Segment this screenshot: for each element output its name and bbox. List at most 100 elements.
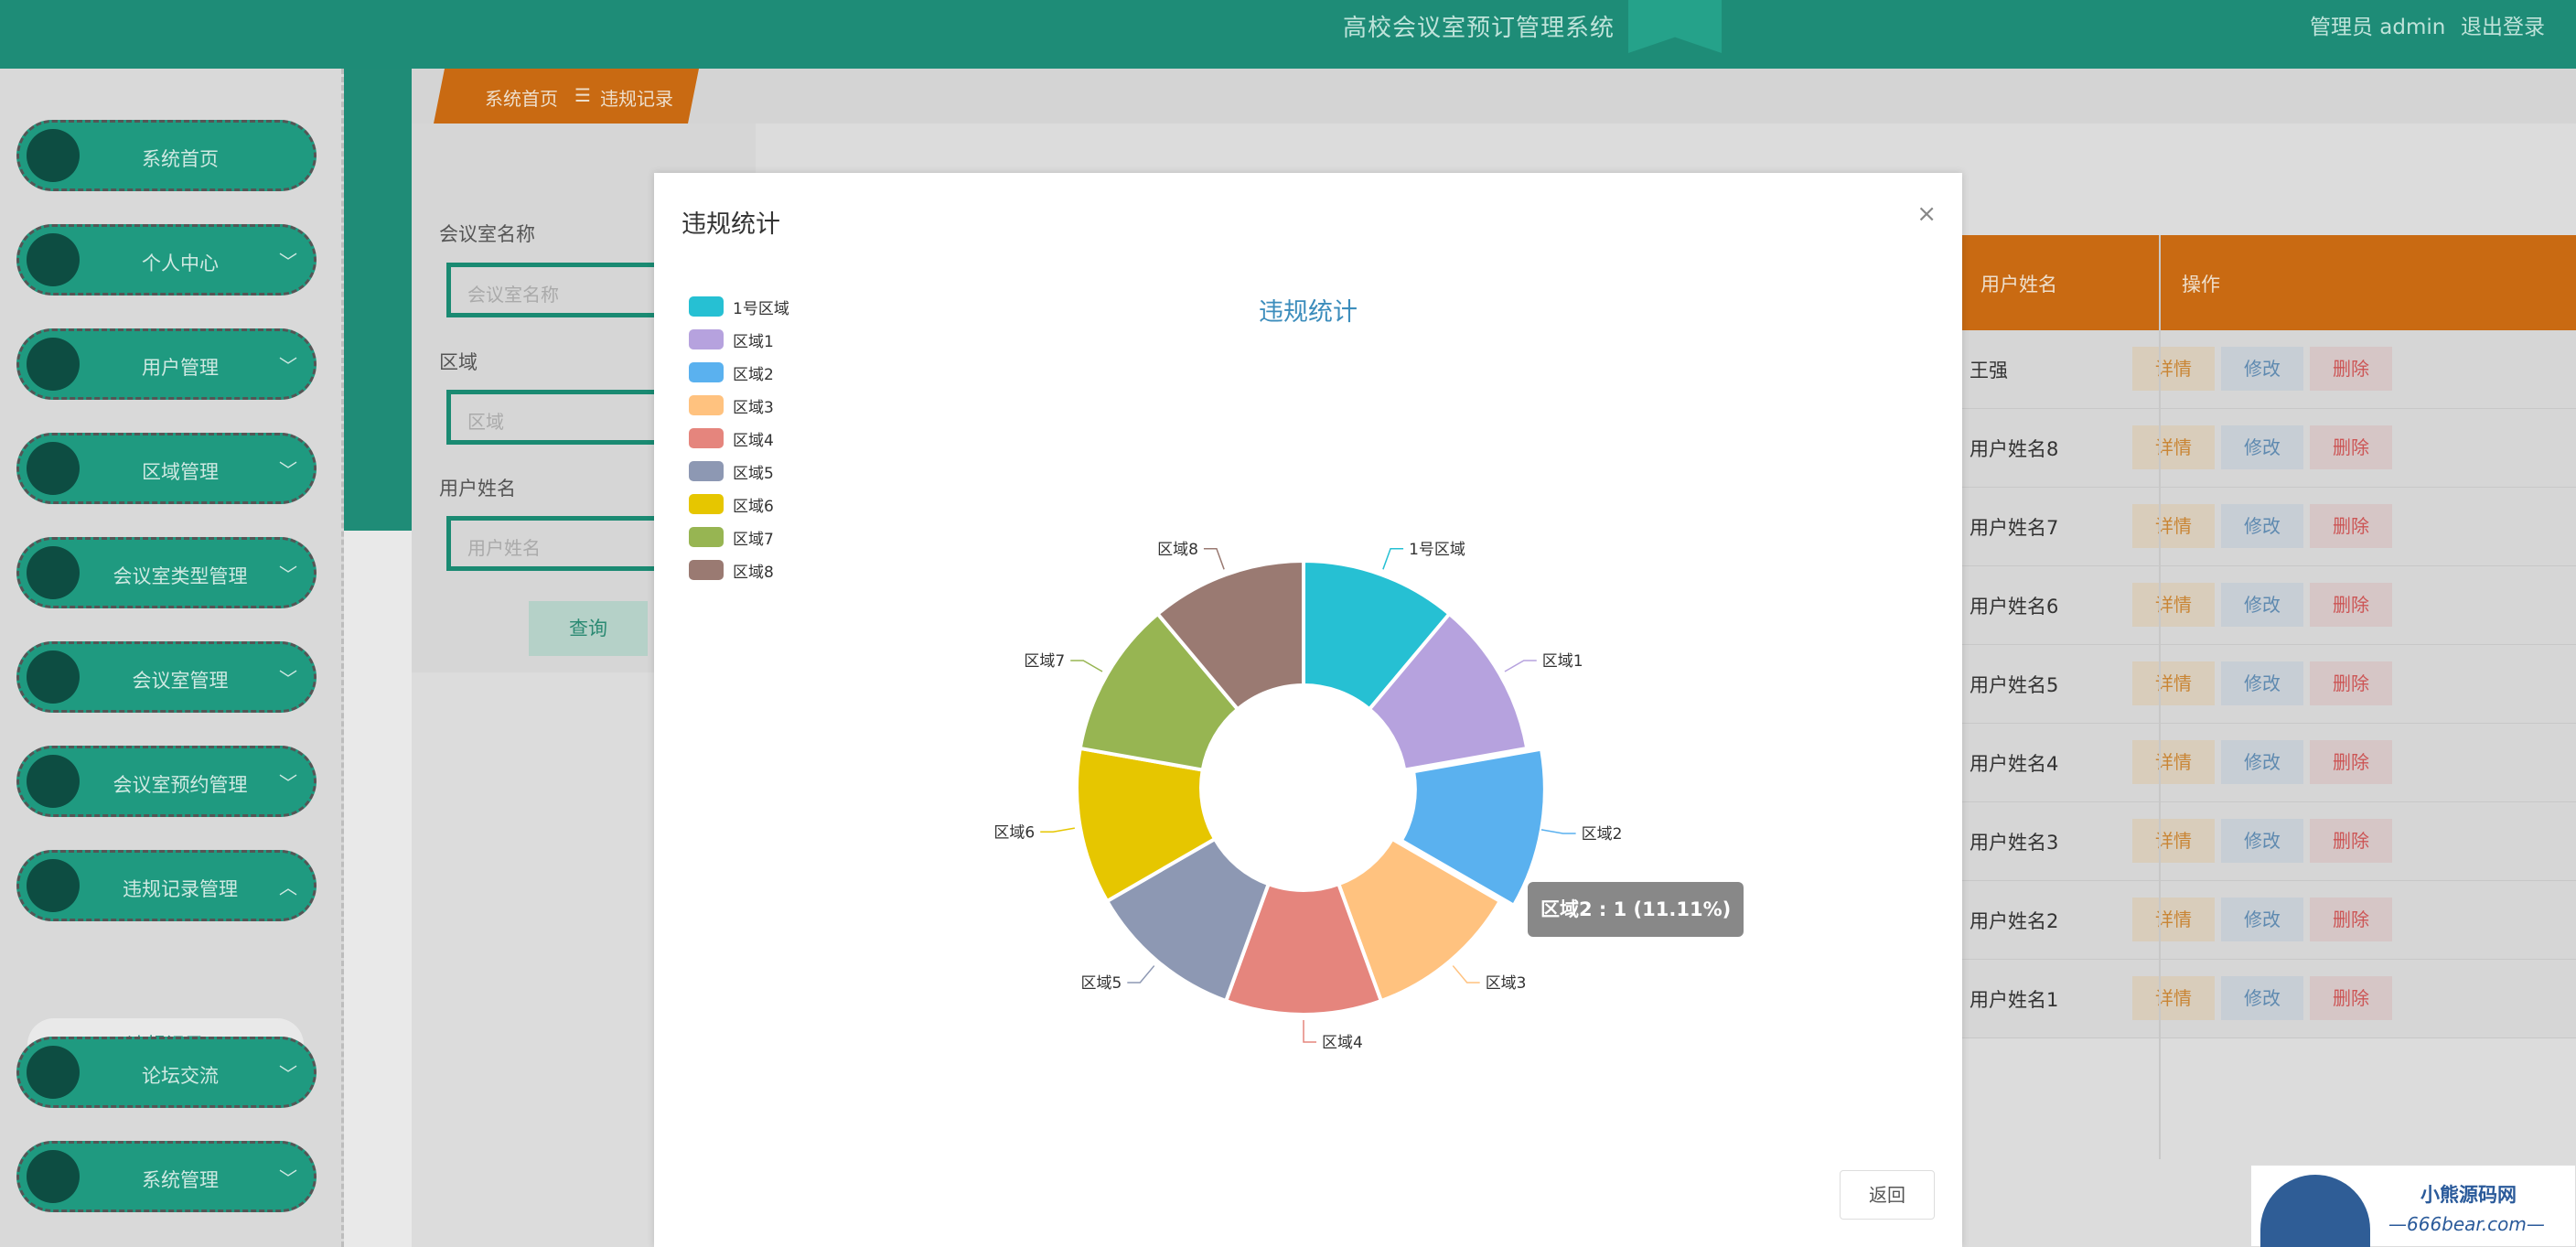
pie-slice[interactable]	[1399, 747, 1547, 908]
table-row: 用户姓名7 详情 修改 删除	[1962, 488, 2576, 566]
menu-dot-icon	[27, 1046, 80, 1099]
query-button[interactable]: 查询	[529, 601, 648, 656]
breadcrumb-bar: 系统首页 ☰ 违规记录	[412, 69, 2576, 124]
edit-button[interactable]: 修改	[2221, 898, 2303, 941]
bear-logo-icon	[2260, 1175, 2370, 1247]
table-row: 用户姓名8 详情 修改 删除	[1962, 409, 2576, 488]
legend-item[interactable]: 区域3	[689, 389, 789, 422]
pie-slice[interactable]	[1223, 881, 1384, 1016]
table-header: 用户姓名 操作	[1962, 235, 2576, 330]
legend-item[interactable]: 区域7	[689, 521, 789, 554]
sidebar-item-label: 区域管理	[142, 461, 219, 483]
sidebar-item-violation-management[interactable]: 违规记录管理 ︿	[16, 850, 317, 921]
watermark-line1: 小熊源码网	[2420, 1184, 2517, 1206]
return-button[interactable]: 返回	[1840, 1170, 1935, 1220]
pie-slice[interactable]	[1154, 558, 1305, 713]
detail-button[interactable]: 详情	[2132, 898, 2215, 941]
detail-button[interactable]: 详情	[2132, 976, 2215, 1020]
legend-item[interactable]: 区域1	[689, 323, 789, 356]
row-user-name: 王强	[1970, 360, 2008, 382]
detail-button[interactable]: 详情	[2132, 504, 2215, 548]
delete-button[interactable]: 删除	[2310, 898, 2392, 941]
sidebar-item-home[interactable]: 系统首页	[16, 120, 317, 191]
legend-label: 区域7	[733, 530, 774, 549]
column-separator	[2159, 235, 2161, 1159]
sidebar-item-area-management[interactable]: 区域管理 ﹀	[16, 433, 317, 504]
detail-button[interactable]: 详情	[2132, 819, 2215, 863]
delete-button[interactable]: 删除	[2310, 583, 2392, 627]
legend-swatch	[689, 527, 724, 547]
sidebar-item-booking-management[interactable]: 会议室预约管理 ﹀	[16, 746, 317, 817]
sidebar-item-user-management[interactable]: 用户管理 ﹀	[16, 328, 317, 400]
slice-label: 区域1	[1542, 652, 1583, 671]
breadcrumb: 系统首页 ☰ 违规记录	[434, 69, 699, 124]
legend-swatch	[689, 428, 724, 448]
breadcrumb-home[interactable]: 系统首页	[485, 88, 558, 110]
legend-item[interactable]: 区域8	[689, 554, 789, 586]
row-user-name: 用户姓名7	[1970, 517, 2059, 539]
edit-button[interactable]: 修改	[2221, 425, 2303, 469]
close-icon[interactable]: ×	[1916, 200, 1937, 228]
logout-link[interactable]: 退出登录	[2461, 16, 2545, 39]
label-leader-line	[1382, 548, 1404, 570]
legend-swatch	[689, 362, 724, 382]
app-title: 高校会议室预订管理系统	[1343, 15, 1615, 42]
legend-swatch	[689, 329, 724, 349]
row-user-name: 用户姓名1	[1970, 989, 2059, 1011]
sidebar-item-room-type-management[interactable]: 会议室类型管理 ﹀	[16, 537, 317, 608]
chevron-down-icon: ﹀	[279, 251, 297, 273]
chart-title: 违规统计	[1259, 298, 1358, 327]
legend-item[interactable]: 1号区域	[689, 290, 789, 323]
area-label: 区域	[439, 351, 478, 373]
label-leader-line	[1504, 660, 1537, 672]
sidebar-item-room-management[interactable]: 会议室管理 ﹀	[16, 641, 317, 713]
delete-button[interactable]: 删除	[2310, 740, 2392, 784]
delete-button[interactable]: 删除	[2310, 819, 2392, 863]
legend-label: 区域5	[733, 464, 774, 483]
legend-item[interactable]: 区域2	[689, 356, 789, 389]
delete-button[interactable]: 删除	[2310, 425, 2392, 469]
edit-button[interactable]: 修改	[2221, 661, 2303, 705]
edit-button[interactable]: 修改	[2221, 504, 2303, 548]
sidebar: 系统首页 个人中心 ﹀ 用户管理 ﹀ 区域管理 ﹀ 会议室类型管理 ﹀ 会议室管理 ﹀ 会…	[0, 69, 344, 1247]
menu-dot-icon	[27, 755, 80, 808]
edit-button[interactable]: 修改	[2221, 819, 2303, 863]
detail-button[interactable]: 详情	[2132, 661, 2215, 705]
slice-label: 区域6	[993, 823, 1035, 842]
table-row: 用户姓名2 详情 修改 删除	[1962, 881, 2576, 960]
label-leader-line	[1452, 965, 1480, 984]
menu-dot-icon	[27, 233, 80, 286]
sidebar-item-label: 会议室预约管理	[113, 774, 248, 796]
pie-slice[interactable]	[1336, 836, 1503, 1004]
delete-button[interactable]: 删除	[2310, 976, 2392, 1020]
legend-swatch	[689, 461, 724, 481]
col-user-name: 用户姓名	[1980, 274, 2057, 296]
label-leader-line	[1303, 1020, 1316, 1043]
edit-button[interactable]: 修改	[2221, 740, 2303, 784]
pie-slice[interactable]	[1302, 558, 1453, 713]
pie-slice[interactable]	[1075, 746, 1218, 904]
edit-button[interactable]: 修改	[2221, 347, 2303, 391]
table-row: 用户姓名3 详情 修改 删除	[1962, 802, 2576, 881]
detail-button[interactable]: 详情	[2132, 347, 2215, 391]
sidebar-item-forum[interactable]: 论坛交流 ﹀	[16, 1037, 317, 1108]
sidebar-item-personal-center[interactable]: 个人中心 ﹀	[16, 224, 317, 296]
chevron-down-icon: ﹀	[279, 1063, 297, 1085]
detail-button[interactable]: 详情	[2132, 425, 2215, 469]
top-header: 高校会议室预订管理系统 管理员 admin 退出登录	[0, 0, 2576, 69]
detail-button[interactable]: 详情	[2132, 583, 2215, 627]
edit-button[interactable]: 修改	[2221, 583, 2303, 627]
delete-button[interactable]: 删除	[2310, 661, 2392, 705]
delete-button[interactable]: 删除	[2310, 504, 2392, 548]
legend-item[interactable]: 区域4	[689, 422, 789, 455]
edit-button[interactable]: 修改	[2221, 976, 2303, 1020]
delete-button[interactable]: 删除	[2310, 347, 2392, 391]
detail-button[interactable]: 详情	[2132, 740, 2215, 784]
legend-item[interactable]: 区域5	[689, 455, 789, 488]
legend-label: 区域3	[733, 398, 774, 417]
legend-item[interactable]: 区域6	[689, 488, 789, 521]
pie-slice[interactable]	[1367, 611, 1530, 772]
sidebar-item-system-management[interactable]: 系统管理 ﹀	[16, 1141, 317, 1212]
pie-slice[interactable]	[1078, 611, 1240, 772]
